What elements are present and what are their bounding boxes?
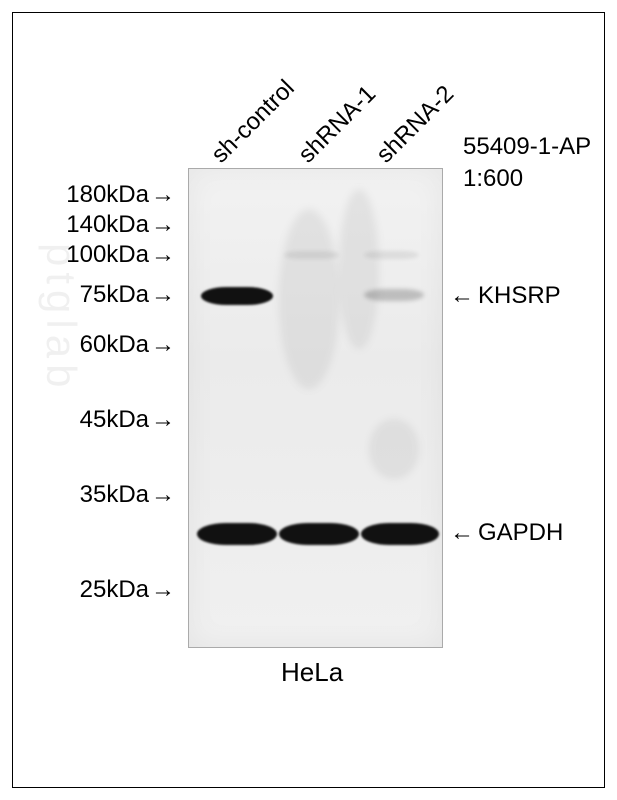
band-khsrp-lane3-faint xyxy=(364,289,424,301)
mw-text: 100kDa xyxy=(66,241,149,268)
mw-45: 45kDa→ xyxy=(35,406,175,434)
mw-60: 60kDa→ xyxy=(35,331,175,359)
mw-180: 180kDa→ xyxy=(35,181,175,209)
band-gapdh-lane2 xyxy=(279,523,359,545)
dilution-label: 1:600 xyxy=(463,165,523,193)
mw-text: 180kDa xyxy=(66,181,149,208)
band-faint-upper-l3 xyxy=(364,251,419,259)
target-label-khsrp: ←KHSRP xyxy=(450,282,561,310)
mw-text: 25kDa xyxy=(80,576,149,603)
antibody-id-label: 55409-1-AP xyxy=(463,133,591,161)
mw-text: 140kDa xyxy=(66,211,149,238)
mw-75: 75kDa→ xyxy=(35,281,175,309)
mw-140: 140kDa→ xyxy=(35,211,175,239)
smudge xyxy=(369,419,419,479)
mw-text: 60kDa xyxy=(80,331,149,358)
smudge xyxy=(279,209,339,389)
figure-frame: ptglab sh-control shRNA-1 shRNA-2 55409-… xyxy=(12,12,605,788)
western-blot-image xyxy=(188,168,443,648)
lane-label-shrna-2: shRNA-2 xyxy=(371,80,460,169)
mw-25: 25kDa→ xyxy=(35,576,175,604)
cell-line-label: HeLa xyxy=(281,657,343,688)
target-text: GAPDH xyxy=(478,519,563,546)
target-label-gapdh: ←GAPDH xyxy=(450,519,563,547)
target-text: KHSRP xyxy=(478,282,561,309)
mw-text: 35kDa xyxy=(80,481,149,508)
mw-text: 45kDa xyxy=(80,406,149,433)
mw-35: 35kDa→ xyxy=(35,481,175,509)
mw-100: 100kDa→ xyxy=(35,241,175,269)
mw-text: 75kDa xyxy=(80,281,149,308)
band-gapdh-lane1 xyxy=(197,523,277,545)
band-faint-upper-l2 xyxy=(284,251,339,259)
band-gapdh-lane3 xyxy=(361,523,439,545)
smudge xyxy=(339,189,379,349)
lane-label-sh-control: sh-control xyxy=(206,75,300,169)
lane-label-shrna-1: shRNA-1 xyxy=(293,80,382,169)
band-khsrp-lane1 xyxy=(201,287,273,305)
